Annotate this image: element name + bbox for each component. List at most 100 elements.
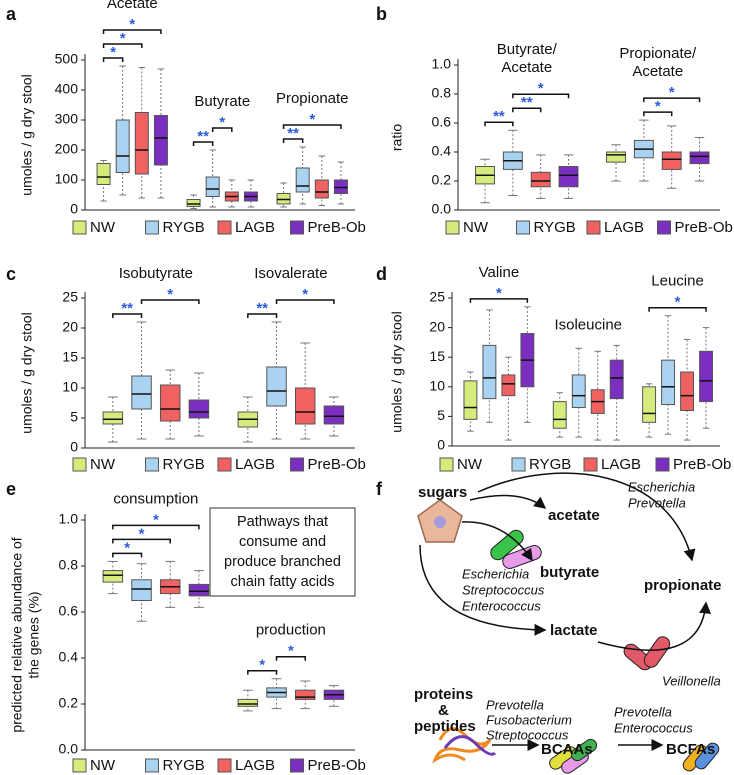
label: & xyxy=(438,702,449,719)
significance-bracket xyxy=(112,552,143,558)
group-label: Acetate xyxy=(632,63,683,80)
group-label: Propionate xyxy=(276,90,349,107)
bacteria-label: Veillonella xyxy=(662,673,721,688)
arrow xyxy=(477,472,696,562)
legend-label: LAGB xyxy=(235,757,275,774)
legend-swatch xyxy=(290,758,304,773)
box xyxy=(295,167,310,193)
y-tick-label: 25 xyxy=(62,289,78,305)
sugar-dot xyxy=(434,516,446,528)
y-tick-label: 400 xyxy=(55,81,79,97)
box xyxy=(131,579,152,601)
panel-letter: b xyxy=(376,4,387,24)
legend-label: NW xyxy=(90,456,116,473)
significance-bracket xyxy=(648,307,707,312)
y-tick-label: 20 xyxy=(429,318,445,334)
y-axis-label: umoles / g dry stool xyxy=(19,312,35,433)
significance-bracket xyxy=(469,298,529,303)
box xyxy=(186,199,201,207)
significance-bracket xyxy=(282,124,342,129)
significance-label: * xyxy=(153,511,159,528)
arrow xyxy=(597,601,712,651)
y-tick-label: 0.8 xyxy=(59,557,79,573)
group-label: Leucine xyxy=(651,273,704,290)
significance-bracket xyxy=(282,138,304,143)
significance-bracket xyxy=(211,127,233,132)
y-tick-label: 300 xyxy=(55,111,79,127)
y-tick-label: 0.4 xyxy=(432,143,452,159)
y-tick-label: 0.6 xyxy=(59,603,79,619)
legend-label: RYGB xyxy=(163,757,205,774)
diagram: f sugars acetate butyrate propionate lac… xyxy=(376,472,722,774)
significance-label: * xyxy=(496,285,502,302)
box xyxy=(314,179,329,199)
y-axis-label: umoles / g dry stool xyxy=(389,311,405,432)
legend-swatch xyxy=(72,457,87,472)
arrow xyxy=(419,544,547,636)
y-tick-label: 1.0 xyxy=(59,511,79,527)
significance-label: * xyxy=(124,539,130,556)
group-label: consumption xyxy=(113,490,198,507)
legend-swatch xyxy=(511,457,526,472)
significance-label: * xyxy=(669,84,675,101)
legend-label: LAGB xyxy=(601,456,641,473)
label: proteins xyxy=(414,686,473,703)
significance-label: * xyxy=(309,111,315,128)
label: BCFAs xyxy=(666,741,715,758)
significance-label: * xyxy=(167,286,173,303)
box xyxy=(699,350,713,403)
legend-label: RYGB xyxy=(163,456,205,473)
legend-label: RYGB xyxy=(529,456,571,473)
label: lactate xyxy=(550,622,598,639)
significance-label: ** xyxy=(256,300,268,317)
significance-label: * xyxy=(120,30,126,47)
legend-swatch xyxy=(217,758,232,773)
significance-label: * xyxy=(675,294,681,311)
significance-bracket xyxy=(247,313,278,318)
significance-label: * xyxy=(288,643,294,660)
box xyxy=(558,166,579,188)
box xyxy=(115,119,130,173)
box xyxy=(642,386,657,423)
panel-letter: e xyxy=(6,479,16,499)
bacteria-label: Escherichia xyxy=(628,479,695,494)
group-label: Butyrate/ xyxy=(497,41,558,58)
legend-swatch xyxy=(445,220,460,235)
significance-bracket xyxy=(512,107,542,113)
y-axis-label: the genes (%) xyxy=(26,591,42,678)
group-label: Isoleucine xyxy=(554,316,622,333)
y-tick-label: 0 xyxy=(70,439,78,455)
legend-label: RYGB xyxy=(163,219,205,236)
bacterium xyxy=(490,529,524,561)
significance-bracket xyxy=(192,141,214,146)
box xyxy=(661,359,676,406)
legend-swatch xyxy=(583,457,598,472)
box xyxy=(102,411,124,425)
y-axis-label: predicted relative abundance of xyxy=(9,537,25,732)
y-tick-label: 0.2 xyxy=(59,695,79,711)
box xyxy=(606,151,626,163)
legend-label: NW xyxy=(90,219,116,236)
legend-swatch xyxy=(145,758,159,773)
box xyxy=(501,374,516,397)
y-tick-label: 500 xyxy=(55,51,79,67)
box xyxy=(680,371,695,411)
significance-bracket xyxy=(102,57,124,62)
significance-label: ** xyxy=(521,94,533,111)
significance-bracket xyxy=(112,524,200,530)
significance-label: ** xyxy=(287,125,299,142)
significance-label: * xyxy=(538,80,544,97)
label: BCAAs xyxy=(541,741,593,758)
significance-label: * xyxy=(110,44,116,61)
legend-label: PreB-Ob xyxy=(675,219,733,236)
legend-label: PreB-Ob xyxy=(308,757,366,774)
box xyxy=(102,570,124,583)
significance-bracket xyxy=(275,655,306,661)
box xyxy=(188,399,210,419)
bacteria-label: Enterococcus xyxy=(614,720,693,735)
significance-bracket xyxy=(102,29,162,34)
group-label: Propionate/ xyxy=(619,45,697,62)
significance-bracket xyxy=(484,121,514,127)
significance-bracket xyxy=(102,43,143,48)
